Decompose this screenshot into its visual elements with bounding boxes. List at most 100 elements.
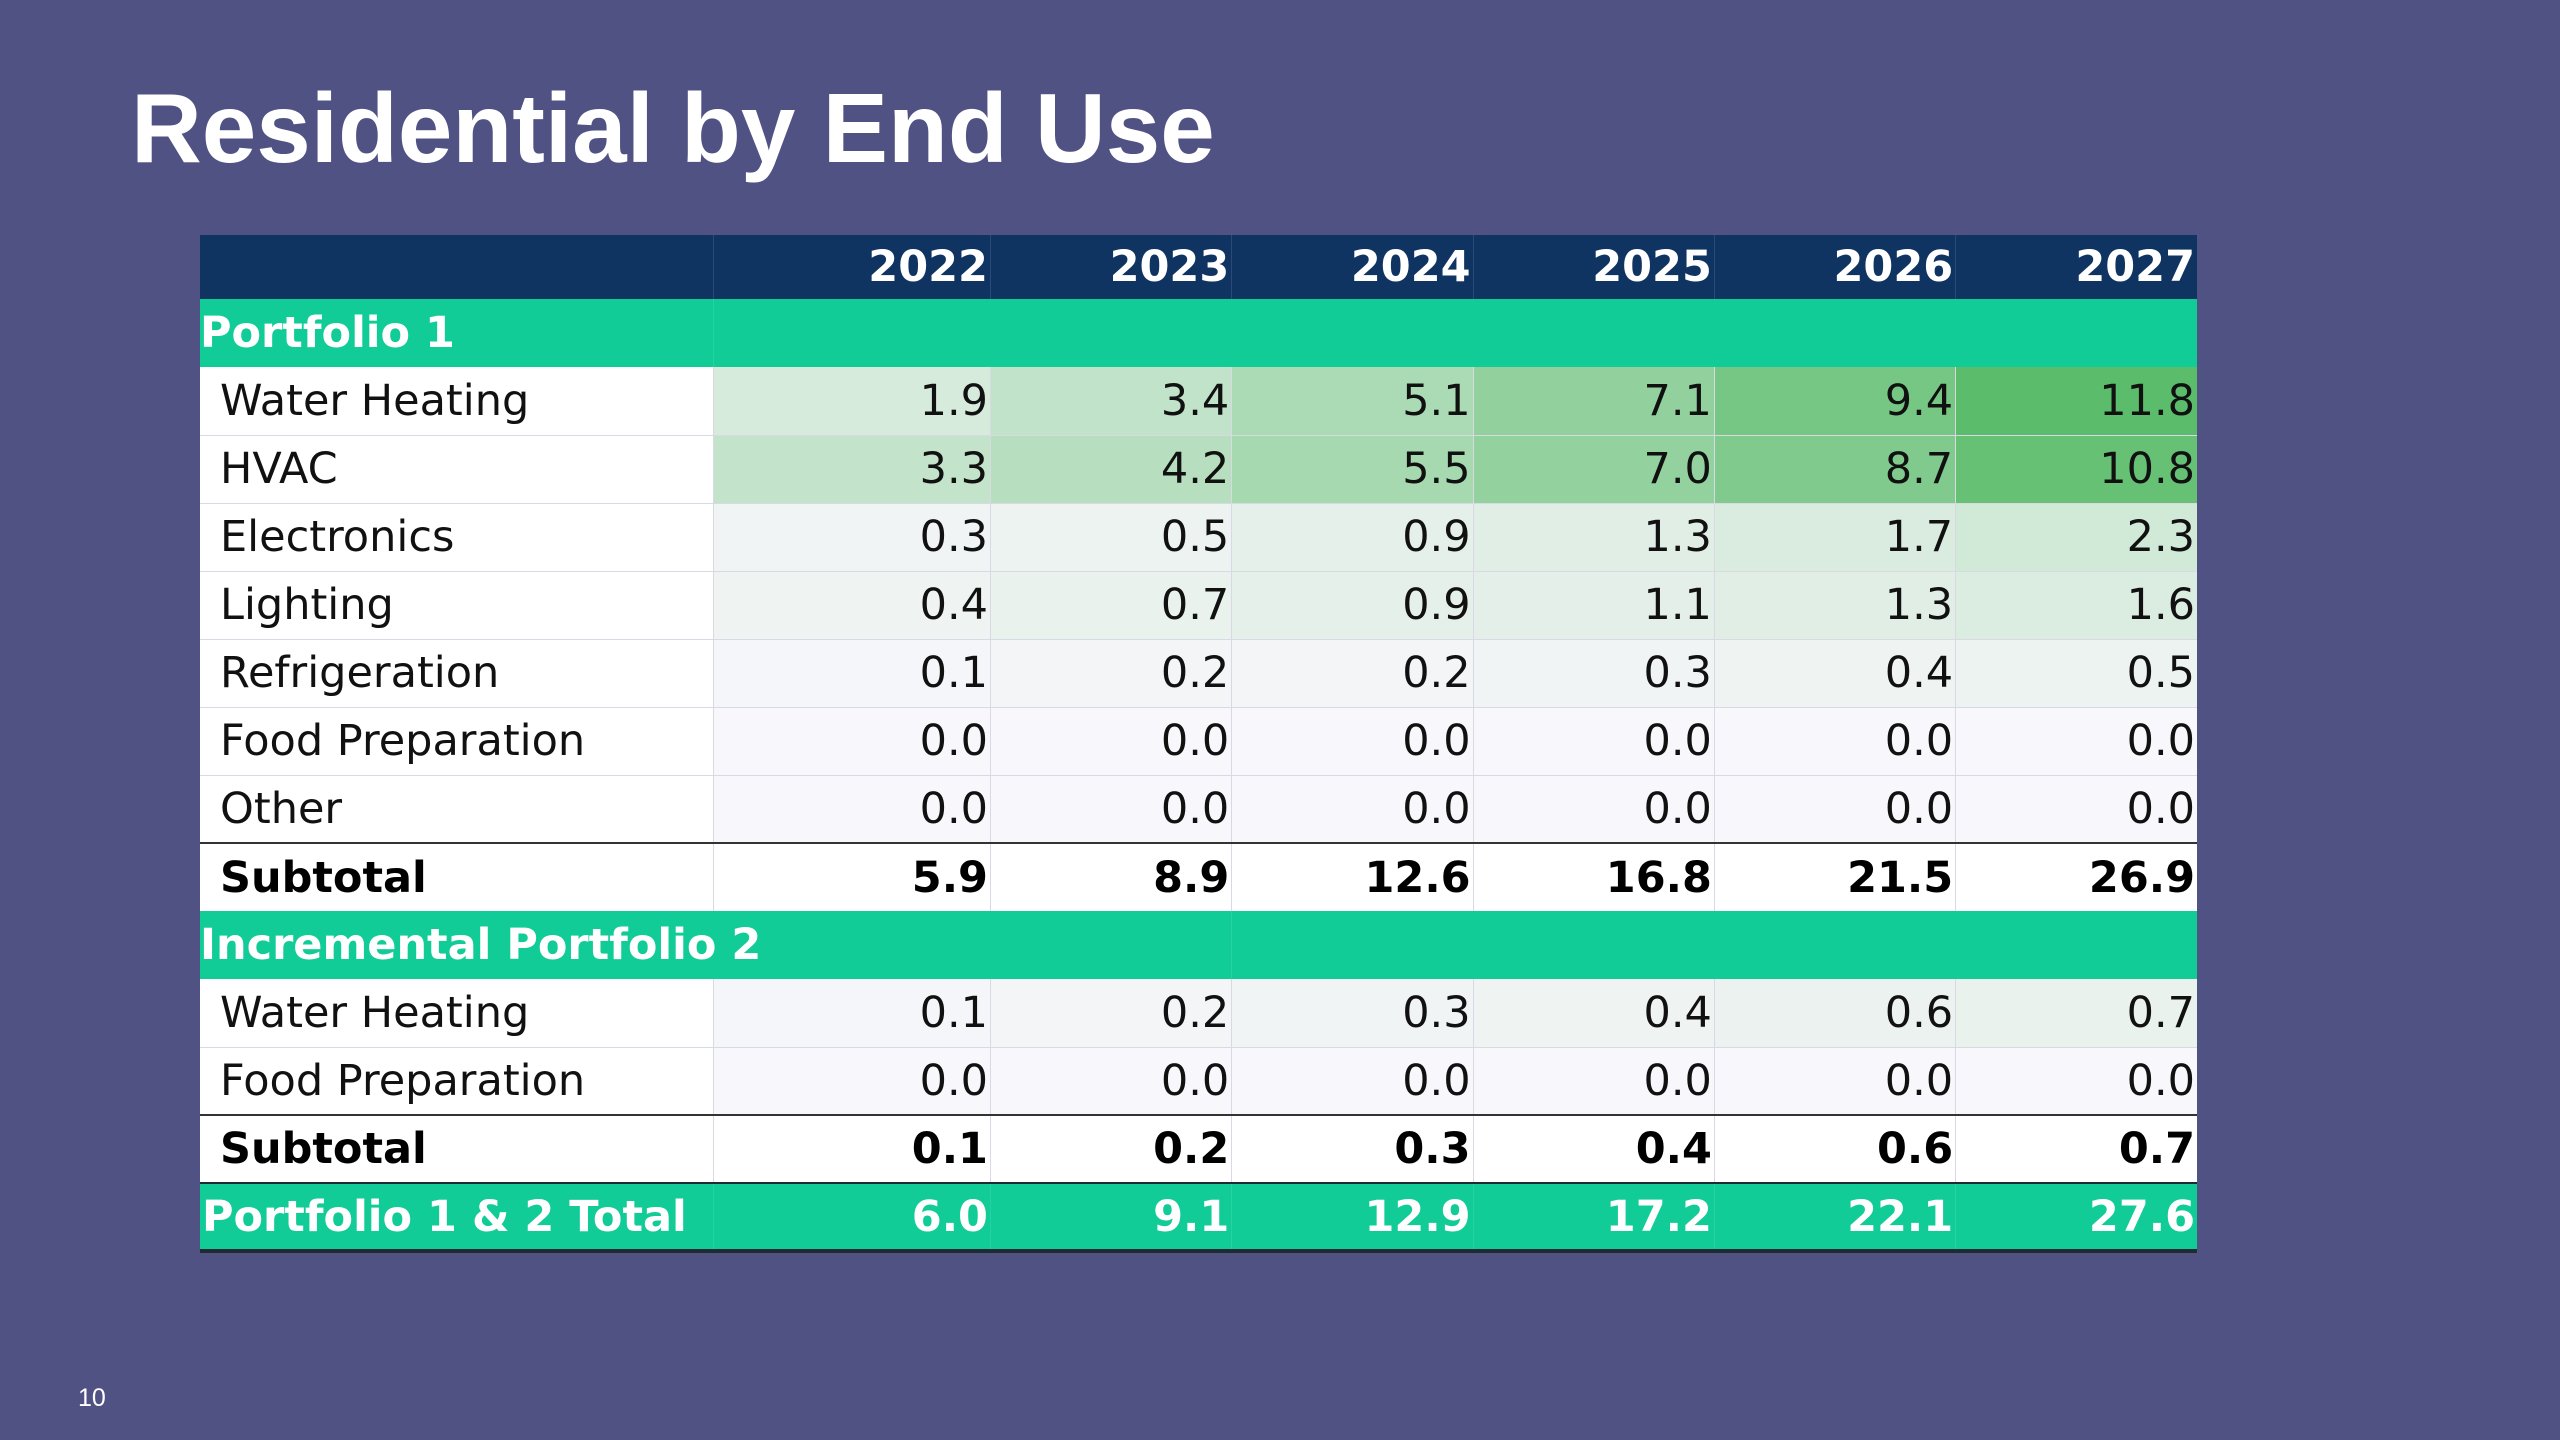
grand-total-value: 6.0	[712, 1182, 991, 1253]
value-cell: 0.9	[1231, 571, 1474, 640]
grand-total-value: 17.2	[1472, 1182, 1715, 1253]
value-cell: 8.7	[1713, 435, 1956, 504]
value-cell: 11.8	[1955, 367, 2197, 436]
section-header-fill	[1231, 911, 2197, 979]
grand-total-row: Portfolio 1 & 2 Total 6.0 9.1 12.9 17.2 …	[200, 1182, 2197, 1253]
subtotal-value: 21.5	[1713, 842, 1956, 911]
value-cell: 1.3	[1472, 503, 1715, 572]
value-cell: 0.0	[1955, 775, 2197, 844]
table-row: Other 0.0 0.0 0.0 0.0 0.0 0.0	[200, 775, 2197, 844]
value-cell: 3.3	[712, 435, 991, 504]
table-row: Refrigeration 0.1 0.2 0.2 0.3 0.4 0.5	[200, 639, 2197, 708]
subtotal-label: Subtotal	[200, 1114, 714, 1183]
subtotal-value: 0.4	[1472, 1114, 1715, 1183]
value-cell: 2.3	[1955, 503, 2197, 572]
value-cell: 0.0	[1231, 775, 1474, 844]
value-cell: 0.3	[1472, 639, 1715, 708]
end-use-table-container: 2022 2023 2024 2025 2026 2027 Portfolio …	[200, 235, 2197, 1253]
subtotal-value: 26.9	[1955, 842, 2197, 911]
value-cell: 0.7	[989, 571, 1232, 640]
value-cell: 0.4	[1713, 639, 1956, 708]
value-cell: 0.3	[712, 503, 991, 572]
year-header-row: 2022 2023 2024 2025 2026 2027	[200, 235, 2197, 299]
value-cell: 5.1	[1231, 367, 1474, 436]
value-cell: 7.1	[1472, 367, 1715, 436]
section-header-fill	[712, 299, 2197, 367]
value-cell: 7.0	[1472, 435, 1715, 504]
value-cell: 0.0	[1231, 707, 1474, 776]
subtotal-label: Subtotal	[200, 842, 714, 911]
value-cell: 0.0	[1713, 1047, 1956, 1116]
subtotal-value: 12.6	[1231, 842, 1474, 911]
value-cell: 0.0	[1472, 775, 1715, 844]
value-cell: 3.4	[989, 367, 1232, 436]
grand-total-value: 9.1	[989, 1182, 1232, 1253]
row-label: Water Heating	[200, 979, 714, 1048]
year-header-2025: 2025	[1472, 235, 1715, 299]
table-row: Water Heating 0.1 0.2 0.3 0.4 0.6 0.7	[200, 979, 2197, 1048]
table-row: Electronics 0.3 0.5 0.9 1.3 1.7 2.3	[200, 503, 2197, 572]
section-header-row: Portfolio 1	[200, 299, 2197, 367]
value-cell: 5.5	[1231, 435, 1474, 504]
row-label: Water Heating	[200, 367, 714, 436]
value-cell: 0.3	[1231, 979, 1474, 1048]
value-cell: 1.6	[1955, 571, 2197, 640]
row-label: Other	[200, 775, 714, 844]
year-header-2023: 2023	[989, 235, 1232, 299]
section-header-row: Incremental Portfolio 2	[200, 911, 2197, 979]
value-cell: 1.1	[1472, 571, 1715, 640]
row-label: HVAC	[200, 435, 714, 504]
subtotal-value: 8.9	[989, 842, 1232, 911]
year-header-2024: 2024	[1231, 235, 1474, 299]
grand-total-label: Portfolio 1 & 2 Total	[200, 1182, 714, 1253]
table-row: Lighting 0.4 0.7 0.9 1.1 1.3 1.6	[200, 571, 2197, 640]
grand-total-value: 22.1	[1713, 1182, 1956, 1253]
value-cell: 4.2	[989, 435, 1232, 504]
value-cell: 1.7	[1713, 503, 1956, 572]
subtotal-value: 0.1	[712, 1114, 991, 1183]
grand-total-value: 27.6	[1955, 1182, 2197, 1253]
value-cell: 0.6	[1713, 979, 1956, 1048]
value-cell: 0.0	[712, 707, 991, 776]
grand-total-value: 12.9	[1231, 1182, 1474, 1253]
value-cell: 0.5	[1955, 639, 2197, 708]
year-header-2026: 2026	[1713, 235, 1956, 299]
table-row: Food Preparation 0.0 0.0 0.0 0.0 0.0 0.0	[200, 1047, 2197, 1116]
subtotal-value: 0.7	[1955, 1114, 2197, 1183]
value-cell: 0.2	[1231, 639, 1474, 708]
value-cell: 9.4	[1713, 367, 1956, 436]
value-cell: 0.0	[1231, 1047, 1474, 1116]
row-label: Refrigeration	[200, 639, 714, 708]
subtotal-row: Subtotal 5.9 8.9 12.6 16.8 21.5 26.9	[200, 842, 2197, 911]
value-cell: 0.1	[712, 639, 991, 708]
table-row: Food Preparation 0.0 0.0 0.0 0.0 0.0 0.0	[200, 707, 2197, 776]
value-cell: 0.5	[989, 503, 1232, 572]
value-cell: 0.0	[1472, 1047, 1715, 1116]
value-cell: 0.0	[989, 707, 1232, 776]
value-cell: 1.9	[712, 367, 991, 436]
value-cell: 0.0	[989, 1047, 1232, 1116]
value-cell: 0.0	[1713, 707, 1956, 776]
value-cell: 0.7	[1955, 979, 2197, 1048]
section-title: Portfolio 1	[200, 299, 714, 367]
row-label: Food Preparation	[200, 1047, 714, 1116]
value-cell: 0.1	[712, 979, 991, 1048]
row-label: Lighting	[200, 571, 714, 640]
value-cell: 0.4	[712, 571, 991, 640]
value-cell: 0.4	[1472, 979, 1715, 1048]
value-cell: 0.2	[989, 639, 1232, 708]
end-use-table: 2022 2023 2024 2025 2026 2027 Portfolio …	[200, 235, 2197, 1253]
value-cell: 0.0	[989, 775, 1232, 844]
year-header-2022: 2022	[712, 235, 991, 299]
section-title: Incremental Portfolio 2	[200, 911, 1232, 979]
year-header-2027: 2027	[1955, 235, 2197, 299]
subtotal-value: 5.9	[712, 842, 991, 911]
subtotal-value: 16.8	[1472, 842, 1715, 911]
value-cell: 1.3	[1713, 571, 1956, 640]
value-cell: 0.0	[712, 775, 991, 844]
subtotal-value: 0.3	[1231, 1114, 1474, 1183]
value-cell: 0.0	[1955, 1047, 2197, 1116]
table-row: Water Heating 1.9 3.4 5.1 7.1 9.4 11.8	[200, 367, 2197, 436]
value-cell: 0.0	[712, 1047, 991, 1116]
value-cell: 0.0	[1955, 707, 2197, 776]
